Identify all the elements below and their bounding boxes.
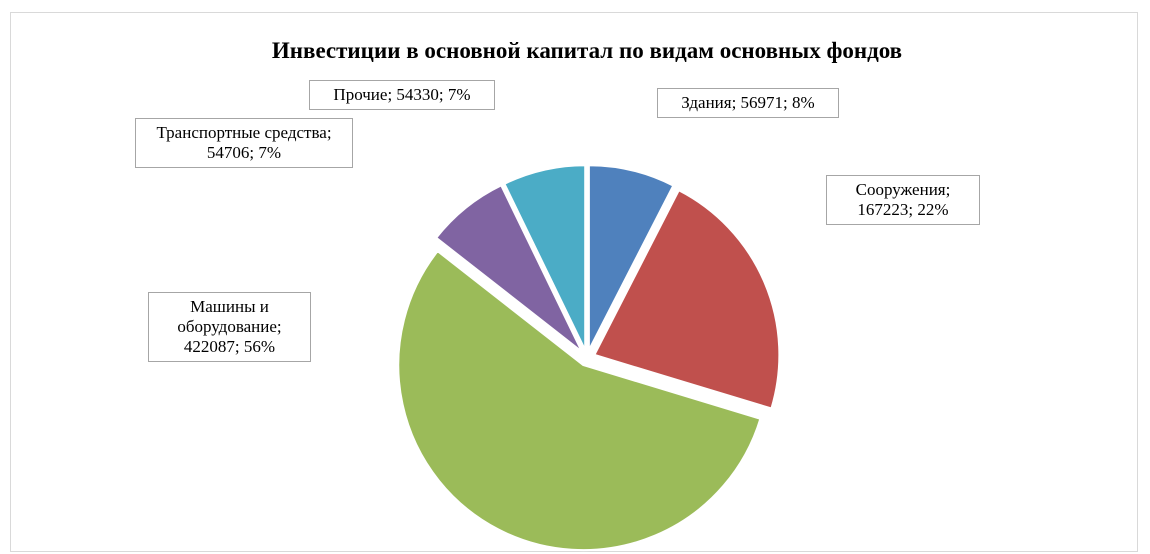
chart-title: Инвестиции в основной капитал по видам о… bbox=[272, 38, 902, 63]
data-label: Транспортные средства; 54706; 7% bbox=[135, 118, 353, 168]
pie-slice bbox=[397, 249, 762, 552]
pie-slice bbox=[592, 188, 781, 410]
pie-slice bbox=[587, 164, 675, 351]
data-label: Здания; 56971; 8% bbox=[657, 88, 839, 118]
chart-frame bbox=[10, 12, 1138, 552]
data-label: Прочие; 54330; 7% bbox=[309, 80, 495, 110]
pie-slice bbox=[503, 164, 587, 351]
data-label: Сооружения; 167223; 22% bbox=[826, 175, 980, 225]
pie-slice bbox=[434, 184, 583, 353]
data-label: Машины и оборудование; 422087; 56% bbox=[148, 292, 311, 362]
